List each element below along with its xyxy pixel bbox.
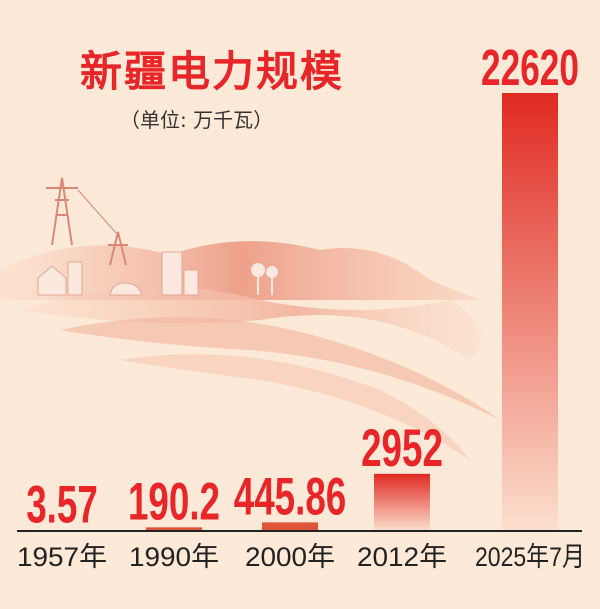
chart-subtitle: （单位: 万千瓦） (120, 108, 274, 132)
bar-1 (146, 527, 202, 531)
category-label: 2000年 (245, 542, 335, 572)
value-label: 190.2 (128, 472, 220, 531)
value-label: 22620 (481, 41, 579, 97)
bar-4 (502, 93, 558, 531)
car-icon (109, 282, 143, 296)
wave (120, 354, 470, 460)
wave (20, 287, 482, 360)
value-label: 2952 (361, 418, 443, 477)
buildings-icon (161, 251, 199, 296)
tree-icon (251, 263, 278, 295)
value-label: 445.86 (234, 467, 347, 526)
power-tower-icon (46, 177, 128, 266)
category-label: 2012年 (357, 542, 447, 572)
value-label: 3.57 (26, 475, 98, 534)
category-label: 1957年 (17, 542, 107, 572)
wave (60, 317, 500, 420)
chart-title: 新疆电力规模 (80, 47, 345, 96)
bar-2 (262, 522, 318, 531)
bar-3 (374, 473, 430, 531)
category-label: 2025年7月 (475, 542, 585, 572)
house-icon (37, 261, 83, 296)
category-label: 1990年 (129, 542, 219, 572)
